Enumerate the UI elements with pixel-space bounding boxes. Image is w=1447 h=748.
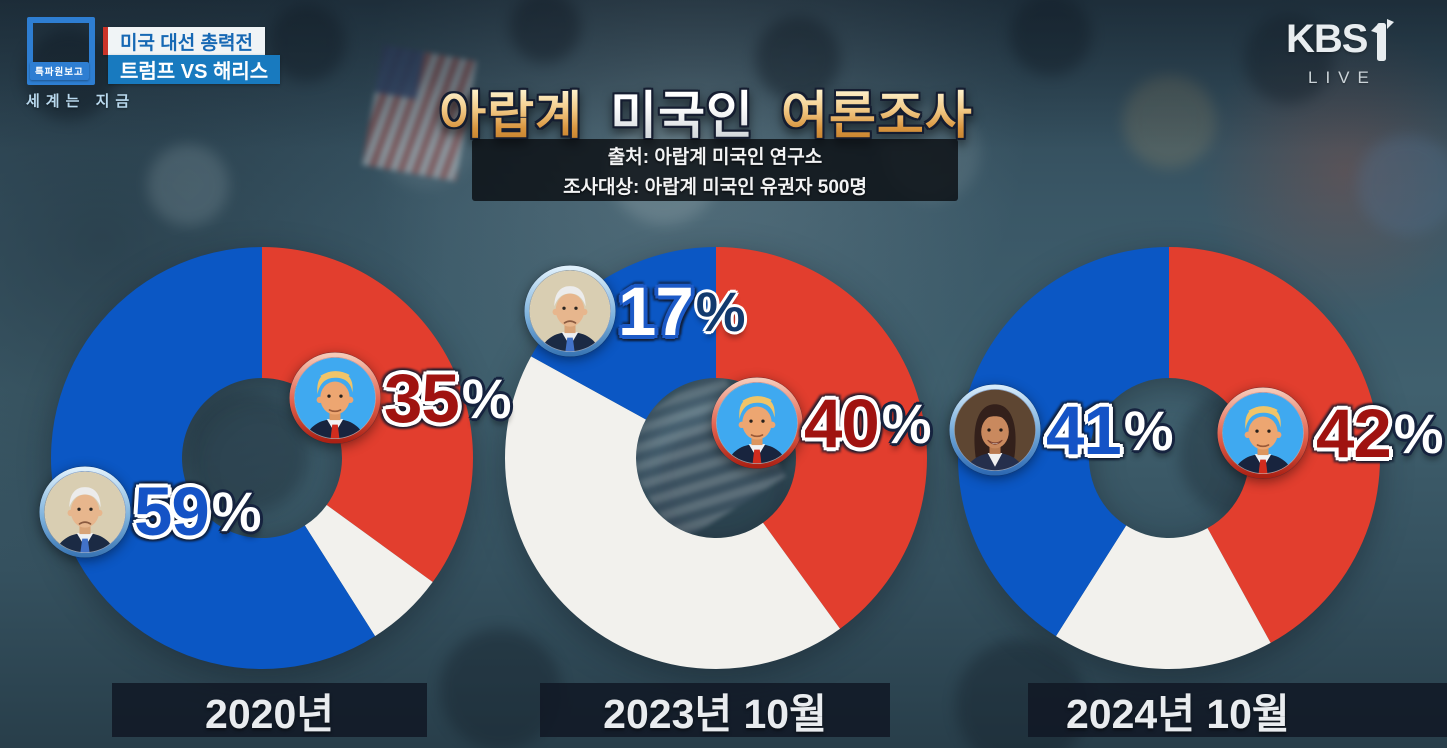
year-label-2024: 2024년 10월 <box>1028 683 1447 737</box>
kbs-logo: KBS LIVE <box>1286 17 1395 88</box>
program-logo-frame <box>27 17 95 85</box>
topic-badge-election: 미국 대선 총력전 <box>103 27 265 55</box>
percent-number: 42 <box>1316 394 1392 472</box>
percent-sign: % <box>211 479 262 543</box>
percent-sign: % <box>1123 398 1174 462</box>
year-text: 2023년 10월 <box>603 691 827 737</box>
percent-sign: % <box>1393 401 1444 465</box>
trump-2024-percent: 42 % <box>1316 391 1444 475</box>
trump-2020-percent: 35 % <box>384 356 512 440</box>
title-accent-left: 아랍계 <box>439 87 583 144</box>
program-logo-badge: 특파원보고 <box>30 62 89 80</box>
trump-2023-percent: 40 % <box>804 381 932 465</box>
title-main: 미국인 <box>610 87 754 144</box>
poll-source-line: 출처: 아랍계 미국인 연구소 <box>607 146 823 168</box>
poll-sample-line: 조사대상: 아랍계 미국인 유권자 500명 <box>563 176 867 198</box>
channel-name: KBS <box>1286 17 1368 61</box>
trump-avatar <box>289 352 381 444</box>
trump-avatar <box>711 377 803 469</box>
trump-avatar <box>1217 387 1309 479</box>
year-label-2020: 2020년 <box>112 683 427 737</box>
program-title: 세계는 지금 <box>26 93 136 110</box>
year-text: 2020년 <box>205 691 334 737</box>
donut-chart-2023 <box>505 247 927 669</box>
biden-2023-percent: 17 % <box>618 269 746 353</box>
biden-avatar <box>524 265 616 357</box>
biden-avatar <box>38 466 131 558</box>
percent-number: 41 <box>1046 391 1122 469</box>
year-text: 2024년 10월 <box>1066 691 1290 737</box>
donut-chart-2020 <box>50 247 473 669</box>
topic-badge-matchup: 트럼프 VS 해리스 <box>108 55 281 84</box>
percent-sign: % <box>881 391 932 455</box>
year-label-2023: 2023년 10월 <box>540 683 890 737</box>
percent-number: 40 <box>804 384 880 462</box>
percent-number: 59 <box>134 472 210 550</box>
poll-meta-box: 출처: 아랍계 미국인 연구소 조사대상: 아랍계 미국인 유권자 500명 <box>472 139 958 201</box>
percent-number: 35 <box>384 359 460 437</box>
poll-title: 아랍계 미국인 여론조사 <box>439 74 973 148</box>
harris-2024-percent: 41 % <box>1046 388 1174 472</box>
harris-avatar <box>949 384 1041 476</box>
channel-1-icon <box>1370 18 1395 67</box>
percent-sign: % <box>695 279 746 343</box>
donut-chart-2024 <box>958 247 1380 669</box>
percent-sign: % <box>461 366 512 430</box>
title-accent-right: 여론조사 <box>781 87 973 144</box>
percent-number: 17 <box>618 272 694 350</box>
biden-2020-percent: 59 % <box>134 469 262 553</box>
live-label: LIVE <box>1308 68 1377 87</box>
